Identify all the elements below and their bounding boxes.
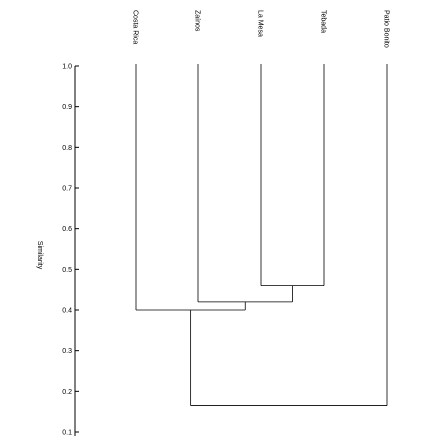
y-tick-label: 0.9	[62, 104, 72, 111]
leaf-label: Zaínos	[194, 10, 201, 32]
y-tick-label: 0.3	[62, 348, 72, 355]
y-tick-label: 0.5	[62, 267, 72, 274]
leaf-label: Tebada	[320, 10, 327, 33]
leaf-label: La Mesa	[257, 10, 264, 37]
y-tick-label: 0.4	[62, 308, 72, 315]
y-tick-label: 0.2	[62, 389, 72, 396]
y-tick-label: 0.6	[62, 226, 72, 233]
leaf-label: Patio Bonito	[383, 10, 390, 48]
y-ticks: 1.0 0.9 0.8 0.7 0.6 0.5 0.4 0.3 0.2 0.1	[62, 64, 79, 437]
y-tick-label: 0.7	[62, 186, 72, 193]
y-tick-label: 0.1	[62, 430, 72, 437]
leaf-label: Costa Rica	[132, 10, 139, 44]
dendrogram-branches	[135, 64, 388, 406]
y-tick-label: 0.8	[62, 145, 72, 152]
y-tick-label: 1.0	[62, 64, 72, 71]
y-axis-title: Similarity	[36, 241, 43, 270]
leaf-labels: Costa Rica Zaínos La Mesa Tebada Patio Bonit…	[132, 10, 390, 48]
